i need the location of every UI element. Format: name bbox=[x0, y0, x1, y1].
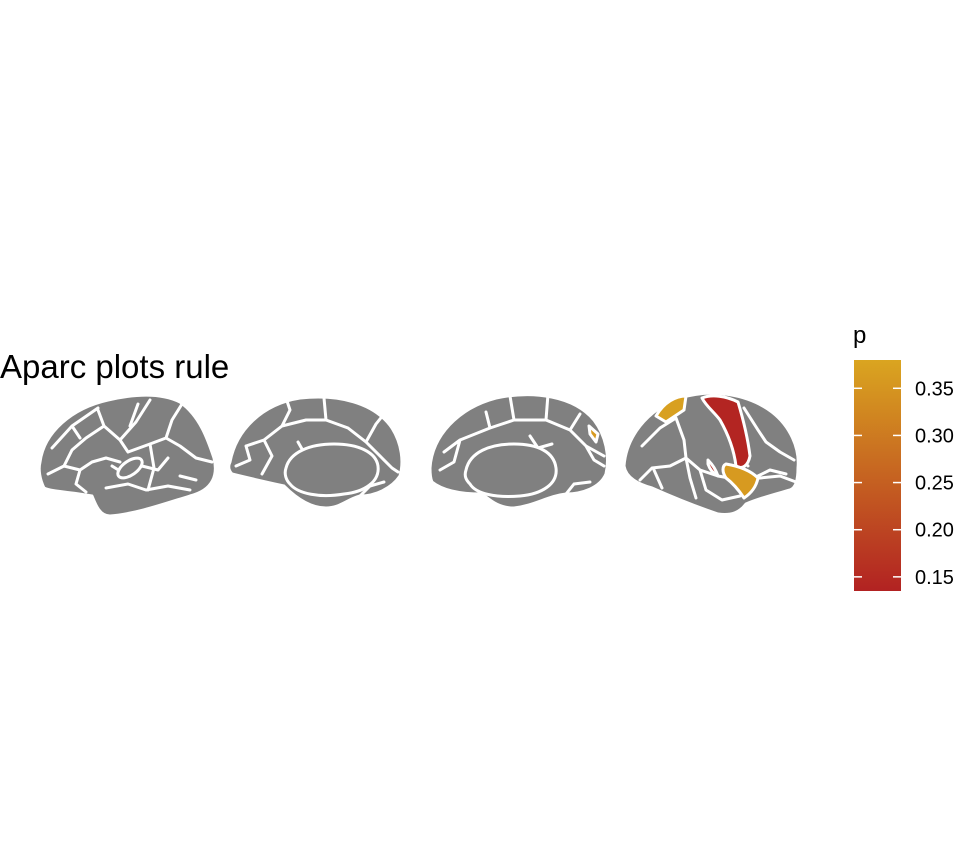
left-lateral-view bbox=[37, 393, 217, 518]
legend-tick-label: 0.20 bbox=[915, 520, 954, 542]
legend-tick-label: 0.30 bbox=[915, 425, 954, 447]
legend-tick-label: 0.15 bbox=[915, 567, 954, 589]
plot-title: Aparc plots rule bbox=[0, 348, 229, 385]
legend-ticks: 0.35 0.30 0.25 0.20 0.15 bbox=[854, 378, 954, 589]
legend-tick-label: 0.35 bbox=[915, 378, 954, 400]
right-lateral-highlighted-region bbox=[700, 394, 752, 470]
left-lateral-insula bbox=[116, 456, 144, 480]
left-medial-view bbox=[227, 395, 404, 510]
right-lateral-region-borders bbox=[638, 406, 798, 502]
legend-tick-label: 0.25 bbox=[915, 473, 954, 495]
colorbar bbox=[854, 360, 901, 591]
left-lateral-cortex bbox=[37, 393, 217, 518]
right-medial-view bbox=[428, 392, 609, 510]
right-medial-corpus-callosum bbox=[463, 442, 558, 498]
right-medial-highlighted-region bbox=[587, 424, 600, 444]
legend: p 0.35 0.30 0.25 0.20 0.15 bbox=[853, 322, 954, 591]
legend-title: p bbox=[853, 322, 866, 349]
right-lateral-highlighted-region bbox=[706, 458, 720, 478]
left-medial-corpus-callosum bbox=[283, 442, 380, 498]
right-lateral-highlighted-region bbox=[721, 462, 760, 500]
right-lateral-view bbox=[622, 391, 800, 516]
right-lateral-highlighted-region bbox=[654, 394, 688, 424]
